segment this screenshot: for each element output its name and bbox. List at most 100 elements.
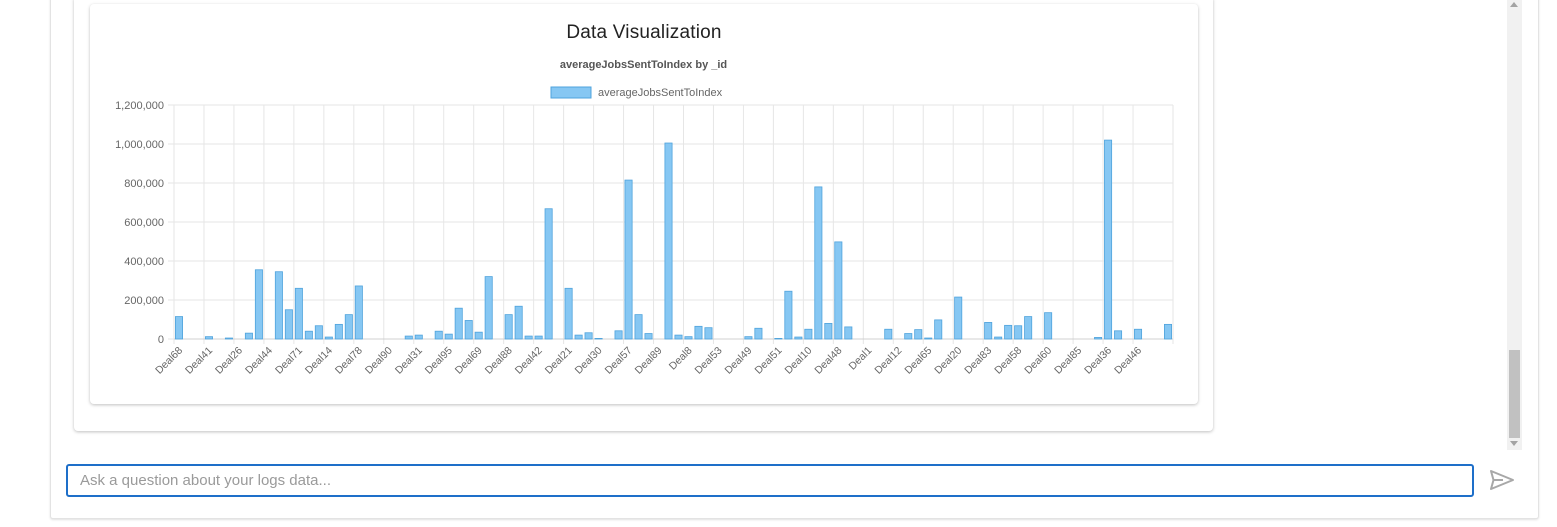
bar	[1004, 324, 1013, 340]
bar	[1014, 325, 1023, 340]
bar	[294, 287, 303, 340]
x-tick-label: Deal8	[667, 345, 695, 373]
bar	[834, 241, 843, 340]
bar	[844, 326, 853, 340]
x-tick-label: Deal69	[453, 345, 485, 377]
bar	[904, 333, 913, 340]
bar	[794, 336, 803, 340]
bar	[914, 329, 923, 340]
bar	[624, 179, 633, 340]
send-button[interactable]	[1486, 468, 1518, 494]
x-tick-label: Deal89	[633, 345, 665, 377]
bar	[474, 331, 483, 340]
x-tick-label: Deal53	[693, 345, 725, 377]
scrollbar-thumb[interactable]	[1509, 350, 1520, 438]
bar	[614, 330, 623, 340]
x-tick-label: Deal49	[723, 345, 755, 377]
x-tick-label: Deal10	[782, 345, 814, 377]
bar	[594, 338, 603, 340]
bar	[304, 330, 313, 340]
x-tick-label: Deal44	[243, 345, 275, 377]
bar	[1024, 316, 1033, 340]
bar	[334, 323, 343, 340]
bar	[994, 336, 1003, 340]
bar	[434, 330, 443, 340]
bar	[924, 337, 933, 340]
bar	[754, 327, 763, 340]
bar	[664, 142, 673, 340]
x-tick-label: Deal65	[902, 345, 934, 377]
x-tick-label: Deal85	[1052, 345, 1084, 377]
x-tick-label: Deal46	[1112, 345, 1144, 377]
bar	[464, 320, 473, 340]
bar	[354, 285, 363, 340]
bar	[1164, 323, 1173, 340]
scrollbar-track[interactable]	[1507, 0, 1522, 450]
bar	[784, 290, 793, 340]
bar	[574, 334, 583, 340]
x-tick-label: Deal48	[812, 345, 844, 377]
bar	[934, 319, 943, 340]
y-tick-label: 800,000	[124, 178, 164, 190]
y-tick-label: 400,000	[124, 256, 164, 268]
chat-question-input[interactable]	[66, 464, 1474, 497]
bar	[824, 322, 833, 340]
x-tick-label: Deal26	[213, 345, 245, 377]
bar	[1094, 337, 1103, 340]
bar	[534, 335, 543, 340]
x-tick-label: Deal95	[423, 345, 455, 377]
bar	[444, 333, 453, 340]
bar	[244, 332, 253, 340]
x-tick-label: Deal20	[932, 345, 964, 377]
y-tick-label: 1,200,000	[115, 100, 164, 112]
bar	[804, 328, 813, 340]
y-tick-label: 1,000,000	[115, 139, 164, 151]
bar	[1134, 328, 1143, 340]
bar	[454, 307, 463, 340]
bar	[524, 335, 533, 340]
scroll-up-arrow-icon[interactable]	[1510, 2, 1518, 7]
bar	[684, 336, 693, 340]
bar	[254, 269, 263, 340]
bar	[284, 309, 293, 340]
bar	[344, 314, 353, 340]
x-tick-label: Deal58	[992, 345, 1024, 377]
chart-card-heading: Data Visualization	[566, 22, 722, 43]
bar	[814, 186, 823, 340]
bar	[694, 325, 703, 340]
bar	[674, 334, 683, 340]
x-tick-label: Deal83	[962, 345, 994, 377]
x-tick-label: Deal30	[573, 345, 605, 377]
bar	[744, 336, 753, 340]
x-tick-label: Deal88	[483, 345, 515, 377]
bar	[644, 333, 653, 340]
bar	[1044, 312, 1053, 340]
bar	[634, 314, 643, 340]
x-tick-label: Deal12	[872, 345, 904, 377]
bar	[514, 305, 523, 340]
x-tick-label: Deal71	[273, 345, 305, 377]
x-tick-label: Deal36	[1082, 345, 1114, 377]
bar	[564, 287, 573, 340]
x-tick-label: Deal42	[513, 345, 545, 377]
x-tick-label: Deal31	[393, 345, 425, 377]
bar	[504, 314, 513, 340]
x-tick-label: Deal68	[153, 345, 185, 377]
x-tick-label: Deal60	[1022, 345, 1054, 377]
scroll-down-arrow-icon[interactable]	[1510, 441, 1518, 446]
send-icon	[1490, 469, 1514, 490]
bar	[1114, 330, 1123, 340]
bar	[224, 337, 233, 340]
x-tick-label: Deal57	[603, 345, 635, 377]
x-tick-label: Deal14	[303, 345, 335, 377]
bar	[404, 335, 413, 340]
bar	[1104, 139, 1113, 340]
chart-title: averageJobsSentToIndex by _id	[560, 59, 727, 71]
bar	[314, 325, 323, 340]
bar	[544, 208, 553, 340]
bar	[274, 271, 283, 340]
x-tick-label: Deal41	[183, 345, 215, 377]
bar	[204, 336, 213, 340]
legend-label: averageJobsSentToIndex	[598, 87, 723, 99]
chart-card: Data Visualization averageJobsSentToInde…	[90, 4, 1198, 404]
